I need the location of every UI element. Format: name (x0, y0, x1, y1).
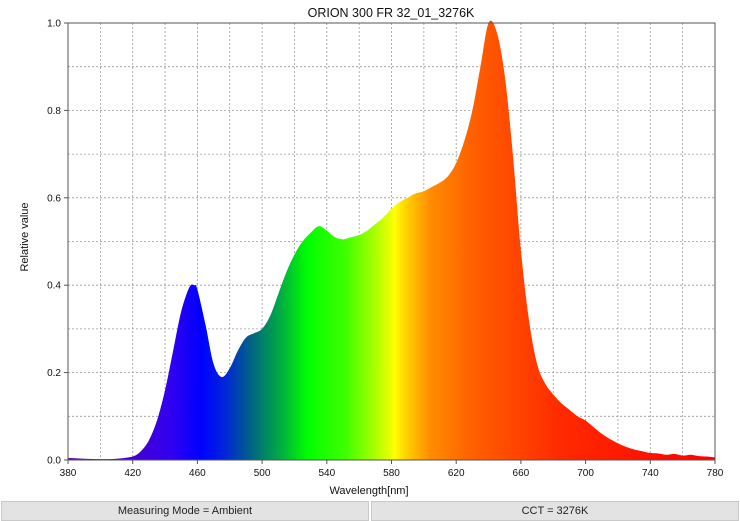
y-tick-label: 0.0 (47, 456, 61, 467)
chart-title: ORION 300 FR 32_01_3276K (308, 6, 475, 20)
spectrum-area (68, 20, 715, 460)
x-tick-label: 540 (318, 468, 335, 479)
x-tick-label: 620 (448, 468, 465, 479)
y-axis-label: Relative value (19, 202, 31, 271)
x-tick-label: 420 (124, 468, 141, 479)
cct-status: CCT = 3276K (371, 501, 739, 521)
spectrum-chart: 380 420 460 500 540 580 620 660 700 740 780 0.0 0.2… (19, 6, 724, 497)
x-tick-label: 500 (254, 468, 271, 479)
x-tick-label: 660 (513, 468, 530, 479)
measuring-mode-status: Measuring Mode = Ambient (1, 501, 369, 521)
y-tick-label: 0.8 (47, 106, 61, 117)
y-tick-label: 1.0 (47, 19, 61, 30)
y-ticks: 0.0 0.2 0.4 0.6 0.8 1.0 (47, 19, 68, 467)
x-tick-label: 740 (642, 468, 659, 479)
x-tick-label: 700 (577, 468, 594, 479)
y-tick-label: 0.2 (47, 368, 61, 379)
y-tick-label: 0.4 (47, 281, 61, 292)
x-ticks: 380 420 460 500 540 580 620 660 700 740 780 (60, 460, 724, 479)
x-tick-label: 460 (189, 468, 206, 479)
x-tick-label: 580 (383, 468, 400, 479)
status-bar: Measuring Mode = Ambient CCT = 3276K (0, 501, 740, 521)
x-axis-label: Wavelength[nm] (329, 485, 408, 497)
x-tick-label: 380 (60, 468, 77, 479)
x-tick-label: 780 (707, 468, 724, 479)
y-tick-label: 0.6 (47, 193, 61, 204)
